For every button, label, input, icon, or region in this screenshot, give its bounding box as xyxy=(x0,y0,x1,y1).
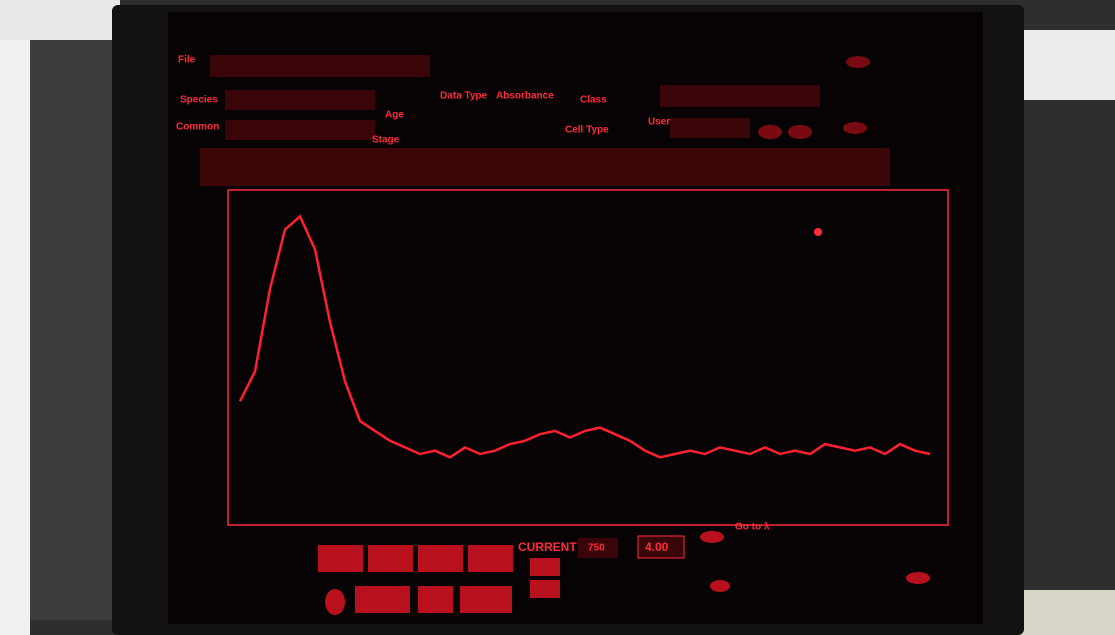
button[interactable] xyxy=(368,545,413,572)
knob[interactable] xyxy=(843,122,867,134)
current-value: 750 xyxy=(588,543,605,554)
trace-layer xyxy=(238,214,931,459)
label: Absorbance xyxy=(496,91,554,102)
label: Common xyxy=(176,122,219,133)
knobs xyxy=(758,56,870,139)
knob[interactable] xyxy=(710,580,730,592)
field xyxy=(225,120,375,140)
cabinet xyxy=(30,40,120,620)
label: File xyxy=(178,55,196,66)
screen xyxy=(168,12,983,624)
button[interactable] xyxy=(418,586,453,613)
header-fields xyxy=(200,55,890,186)
knob[interactable] xyxy=(788,125,812,139)
button[interactable] xyxy=(355,586,410,613)
label: Species xyxy=(180,95,218,106)
field xyxy=(660,85,820,107)
button[interactable] xyxy=(418,545,463,572)
wall-light xyxy=(0,0,120,40)
button[interactable] xyxy=(460,586,512,613)
label: Go to λ xyxy=(735,522,770,533)
label: Cell Type xyxy=(565,125,609,136)
knob[interactable] xyxy=(325,589,345,615)
plot-frame xyxy=(227,189,949,526)
label: User xyxy=(648,117,670,128)
knob[interactable] xyxy=(906,572,930,584)
field xyxy=(670,118,750,138)
field xyxy=(225,90,375,110)
field xyxy=(637,535,685,559)
label: Age xyxy=(385,110,404,121)
button[interactable] xyxy=(468,545,513,572)
current-label: CURRENT xyxy=(518,540,577,554)
knob[interactable] xyxy=(700,531,724,543)
label: Data Type xyxy=(440,91,487,102)
comment-bar xyxy=(200,148,890,186)
knob[interactable] xyxy=(758,125,782,139)
button[interactable] xyxy=(530,558,560,576)
knob[interactable] xyxy=(846,56,870,68)
wall-light xyxy=(0,40,30,635)
wall-light xyxy=(1010,30,1115,100)
field xyxy=(210,55,430,77)
button[interactable] xyxy=(530,580,560,598)
field xyxy=(578,538,618,558)
label: Class xyxy=(580,95,607,106)
spectrum-trace xyxy=(238,214,931,459)
cursor xyxy=(814,228,822,236)
buttons xyxy=(318,531,930,615)
button[interactable] xyxy=(318,545,363,572)
label: Stage xyxy=(372,135,400,146)
readout: 4.00 xyxy=(645,540,669,554)
